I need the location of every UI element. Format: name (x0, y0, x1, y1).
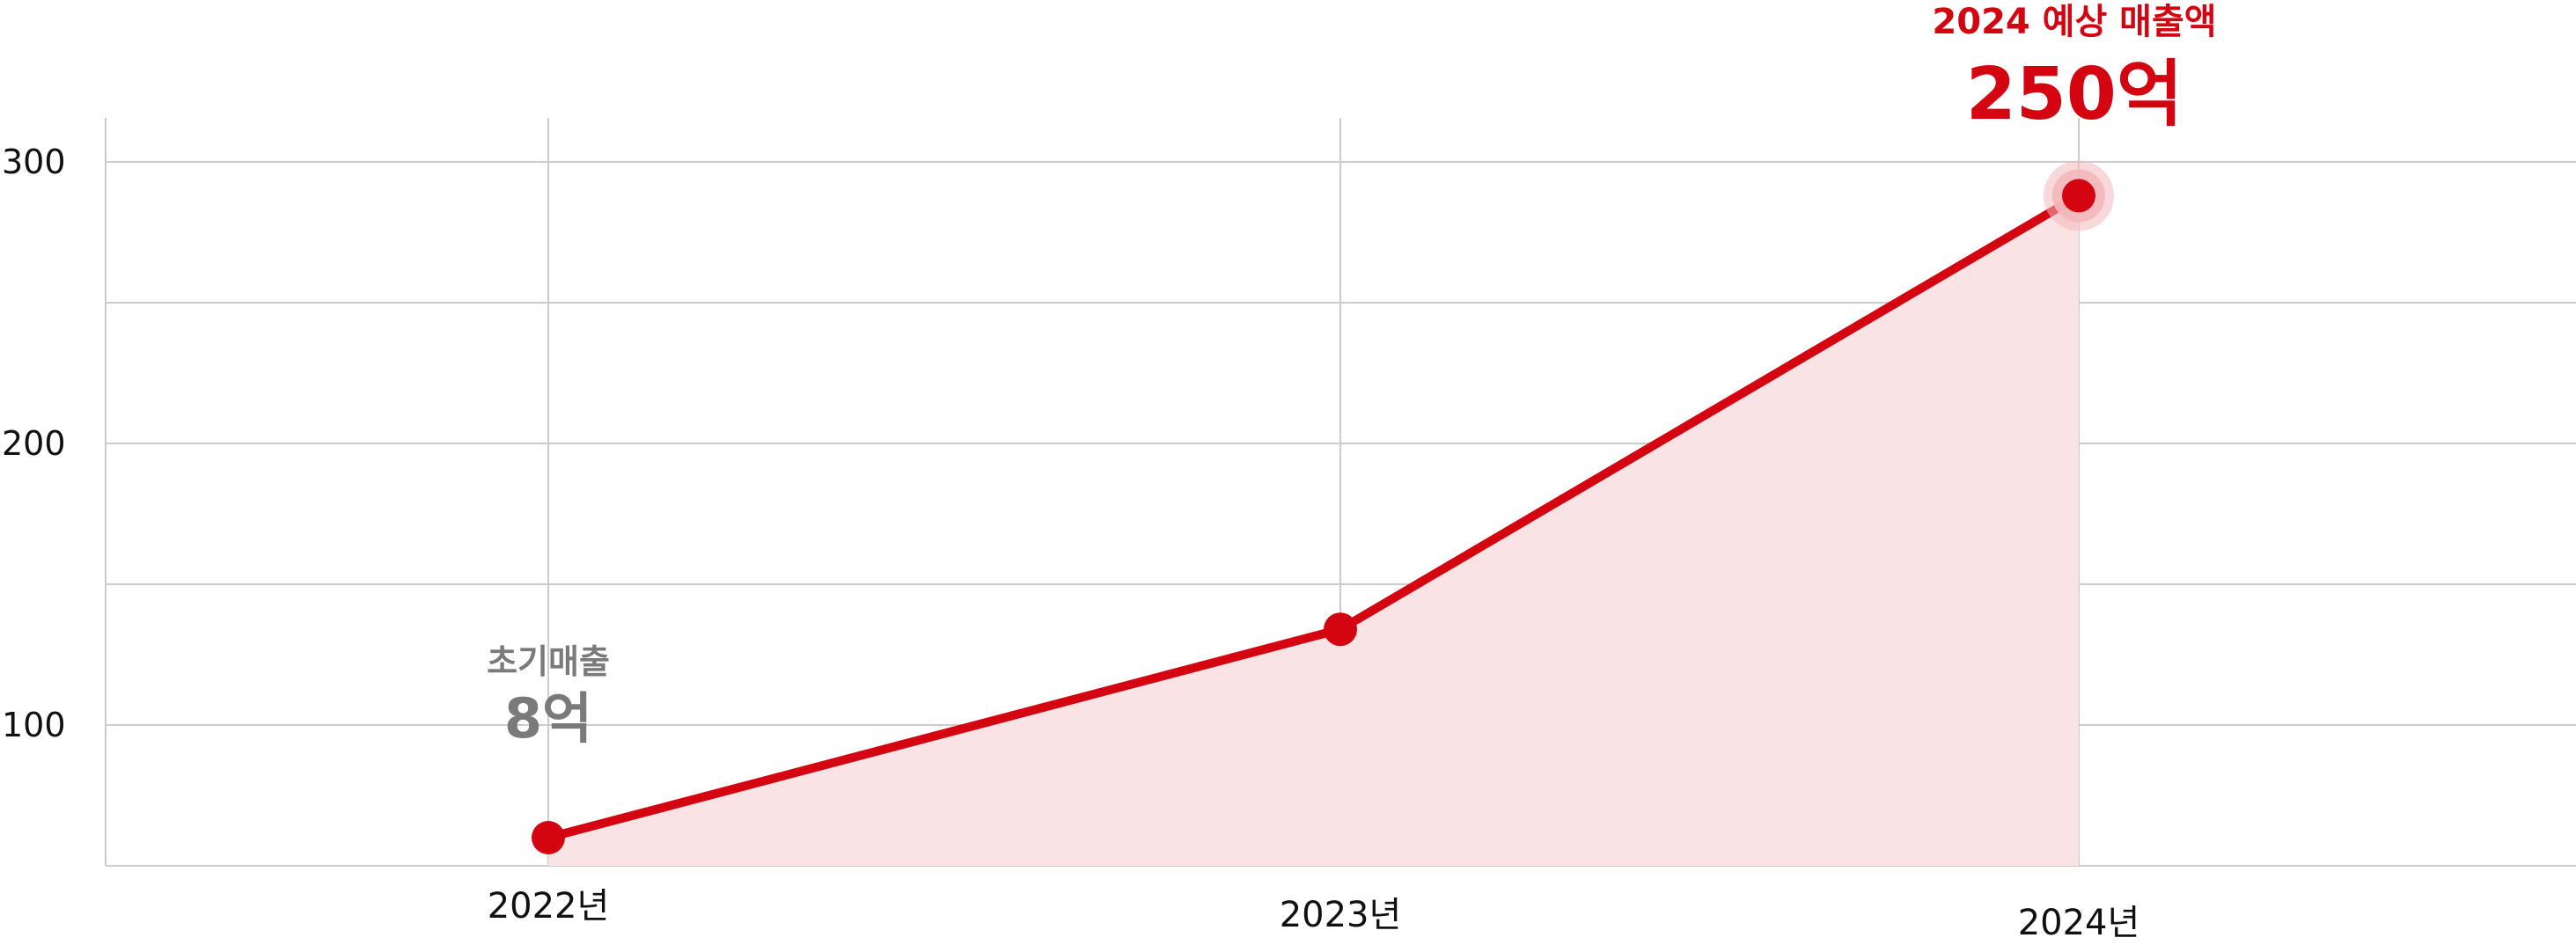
annotation-value-1: 250억 (1966, 53, 2183, 136)
x-tick-label-2: 2024년 (2018, 903, 2140, 943)
data-point-0 (532, 821, 565, 854)
marker-layer (532, 160, 2114, 854)
line-layer (544, 191, 2083, 842)
x-tick-label-1: 2023년 (1280, 895, 1402, 935)
annotation-caption-1: 2024 예상 매출액 (1932, 2, 2216, 42)
series-line-segment-1 (1336, 191, 2083, 634)
data-point-2 (2062, 179, 2095, 213)
y-tick-label-300: 300 (2, 143, 66, 181)
area-fill (548, 195, 2079, 866)
annotation-caption-0: 초기매출 (487, 642, 610, 681)
data-point-1 (1324, 612, 1357, 647)
y-tick-label-200: 200 (2, 424, 66, 463)
series-line-segment-0 (544, 625, 1345, 842)
y-tick-label-100: 100 (2, 706, 66, 744)
area-layer (548, 195, 2079, 866)
label-layer: 100 200 300 2022년 2023년 2024년 초기매출 8억 2024 예상 매출… (2, 2, 2217, 943)
x-tick-label-0: 2022년 (488, 886, 610, 927)
annotation-value-0: 8억 (504, 686, 592, 751)
